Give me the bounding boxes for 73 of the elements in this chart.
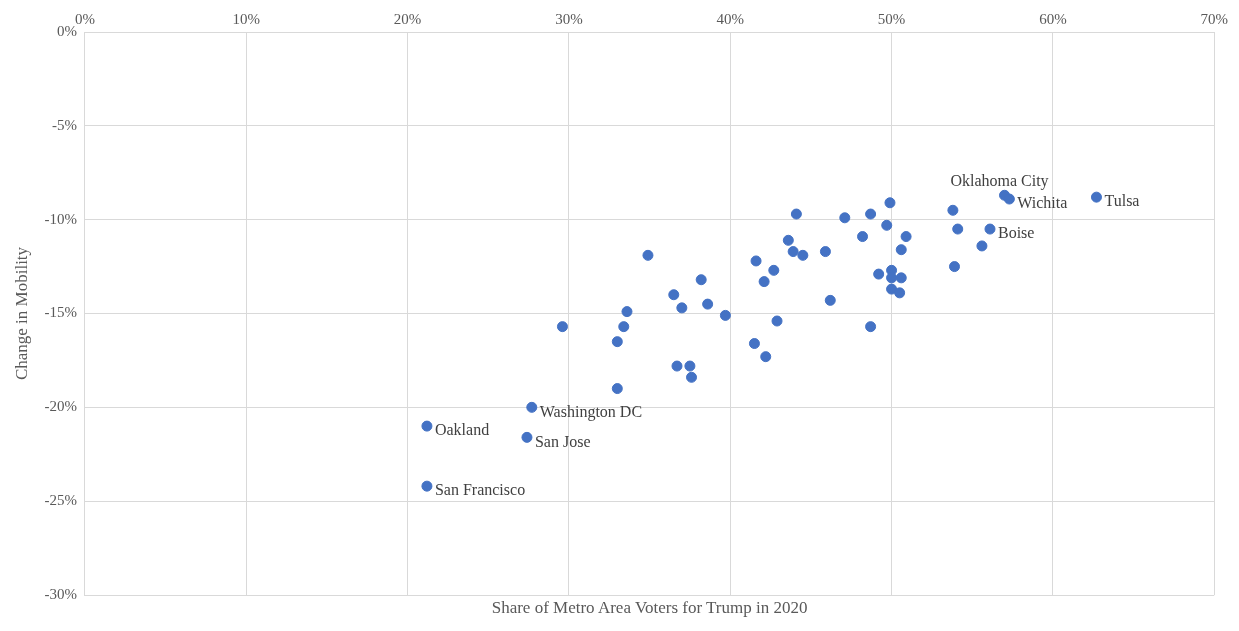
point [824,294,836,306]
point [790,208,802,220]
point [719,309,731,321]
annotation: San Francisco [434,481,526,499]
point [865,208,877,220]
y-tick-label: 0% [56,22,77,39]
point [621,306,633,318]
y-tick-label: -30% [44,585,77,602]
point [686,371,698,383]
annotation: Oakland [434,421,490,439]
point [947,204,959,216]
point [976,240,988,252]
point [952,223,964,235]
annotation: San Jose [534,432,591,450]
point [1090,191,1102,203]
y-axis-title: Change in Mobility [11,246,31,381]
point [782,234,794,246]
annotation: Washington DC [539,402,643,421]
x-axis-title: Share of Metro Area Voters for Trump in 2020 [491,598,808,618]
point [521,431,533,443]
x-tick-label: 60% [1039,10,1067,27]
point [526,401,538,413]
annotation: Wichita [1017,194,1068,212]
x-tick-label: 0% [74,10,95,27]
point [748,338,760,350]
point [642,249,654,261]
y-tick-label: -5% [51,116,77,133]
point [819,246,831,258]
point [421,480,433,492]
point [758,276,770,288]
x-tick-label: 40% [716,10,744,27]
point [873,268,885,280]
point [760,351,772,363]
point [900,231,912,243]
point [702,298,714,310]
point [895,272,907,284]
point [949,261,960,273]
x-tick-label: 10% [232,10,260,27]
point [1003,193,1015,205]
y-tick-label: -15% [44,304,77,321]
annotation: Boise [997,224,1035,242]
point [895,244,907,256]
point [668,289,680,301]
point [768,264,780,276]
point [984,223,996,235]
point [894,287,906,299]
y-tick-label: -25% [44,492,77,509]
point [857,231,869,243]
point [611,336,623,348]
point [695,274,707,286]
y-tick-label: -20% [44,398,77,415]
point [865,321,877,333]
point [421,420,433,432]
point [839,212,851,224]
point [676,302,688,314]
x-tick-label: 20% [393,10,422,27]
point [750,255,762,267]
point [611,383,623,395]
x-tick-label: 30% [555,10,583,27]
point [671,360,683,372]
x-tick-label: 70% [1200,10,1228,27]
x-tick-label: 50% [877,10,906,27]
annotation: Tulsa [1104,192,1140,210]
point [881,219,893,231]
point [684,360,696,372]
annotation: Oklahoma City [950,172,1049,191]
point [556,321,568,333]
point [771,315,783,327]
point [797,249,809,261]
y-tick-label: -10% [44,210,77,227]
point [618,321,630,333]
point [787,246,799,258]
point [884,197,896,209]
